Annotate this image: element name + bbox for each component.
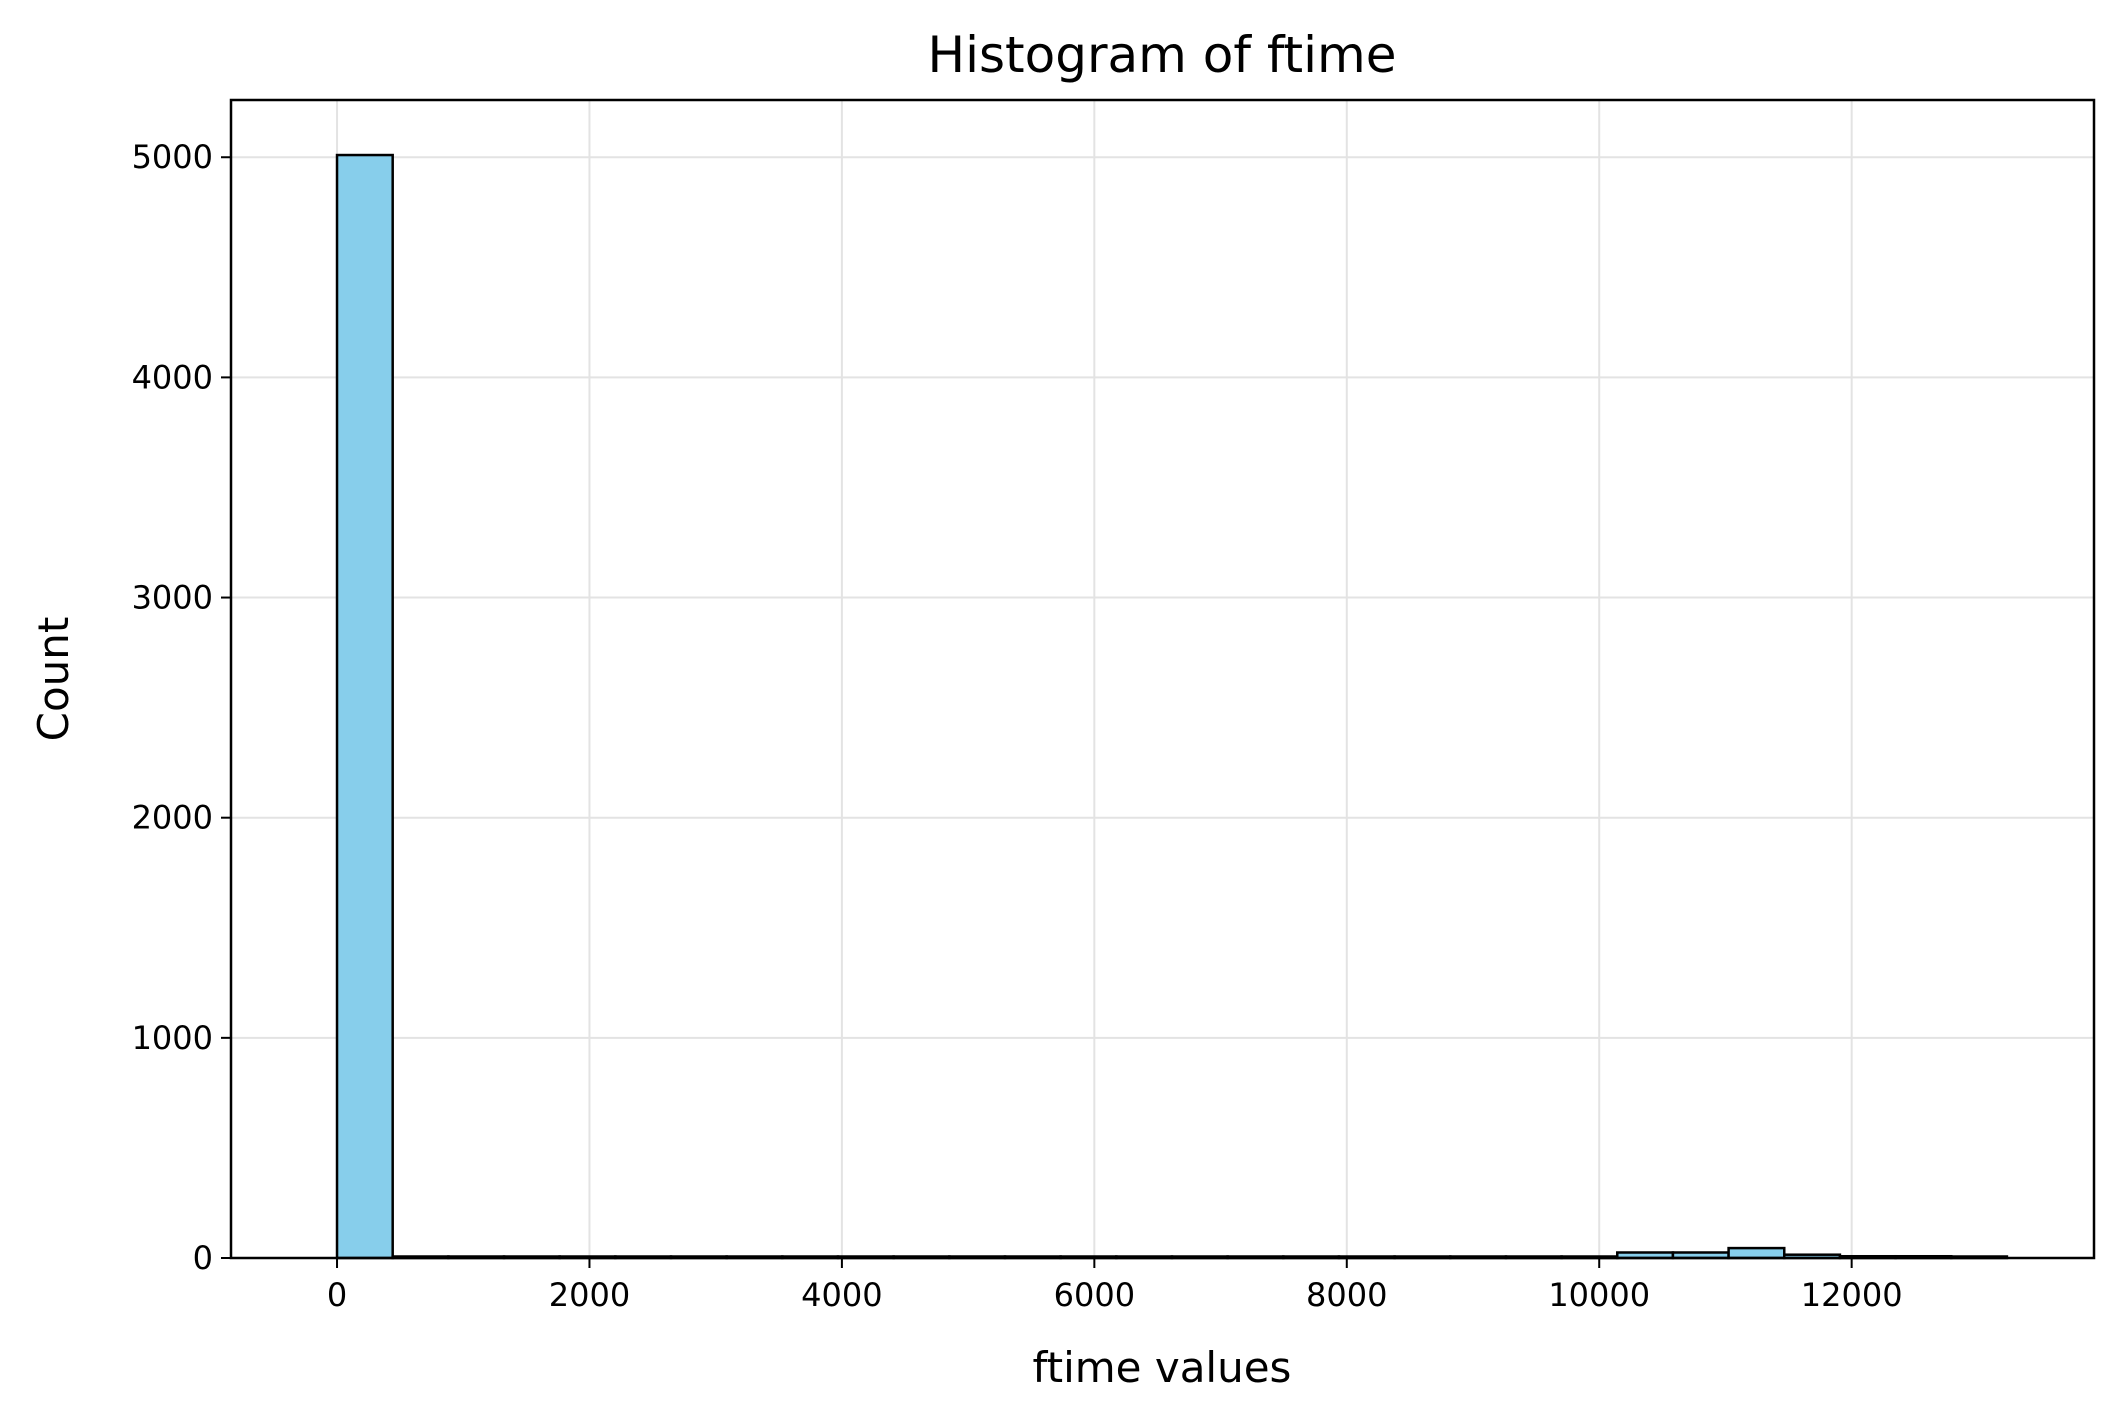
x-tick-label-0: 0 (327, 1276, 347, 1314)
chart-title: Histogram of ftime (927, 26, 1396, 84)
x-axis-label: ftime values (1033, 1343, 1292, 1392)
x-tick-label-1: 2000 (549, 1276, 630, 1314)
x-tick-label-4: 8000 (1306, 1276, 1387, 1314)
y-tick-label-5: 5000 (132, 138, 213, 176)
x-tick-label-5: 10000 (1548, 1276, 1650, 1314)
y-tick-label-4: 4000 (132, 358, 213, 396)
y-tick-label-2: 2000 (132, 799, 213, 837)
axis-ticks: 0 2000 4000 6000 8000 10000 12000 0 1000 2000 3000… (132, 138, 1903, 1314)
x-tick-label-3: 6000 (1054, 1276, 1135, 1314)
y-tick-label-0: 0 (193, 1239, 213, 1277)
grid-lines (231, 100, 2094, 1259)
y-tick-label-3: 3000 (132, 579, 213, 617)
y-tick-label-1: 1000 (132, 1019, 213, 1057)
x-tick-label-2: 4000 (801, 1276, 882, 1314)
plot-frame (229, 98, 2096, 1260)
x-tick-label-6: 12000 (1801, 1276, 1903, 1314)
histogram-bar-0 (335, 153, 394, 1260)
histogram-bar-25 (1727, 1246, 1786, 1260)
y-axis-label: Count (29, 617, 78, 742)
